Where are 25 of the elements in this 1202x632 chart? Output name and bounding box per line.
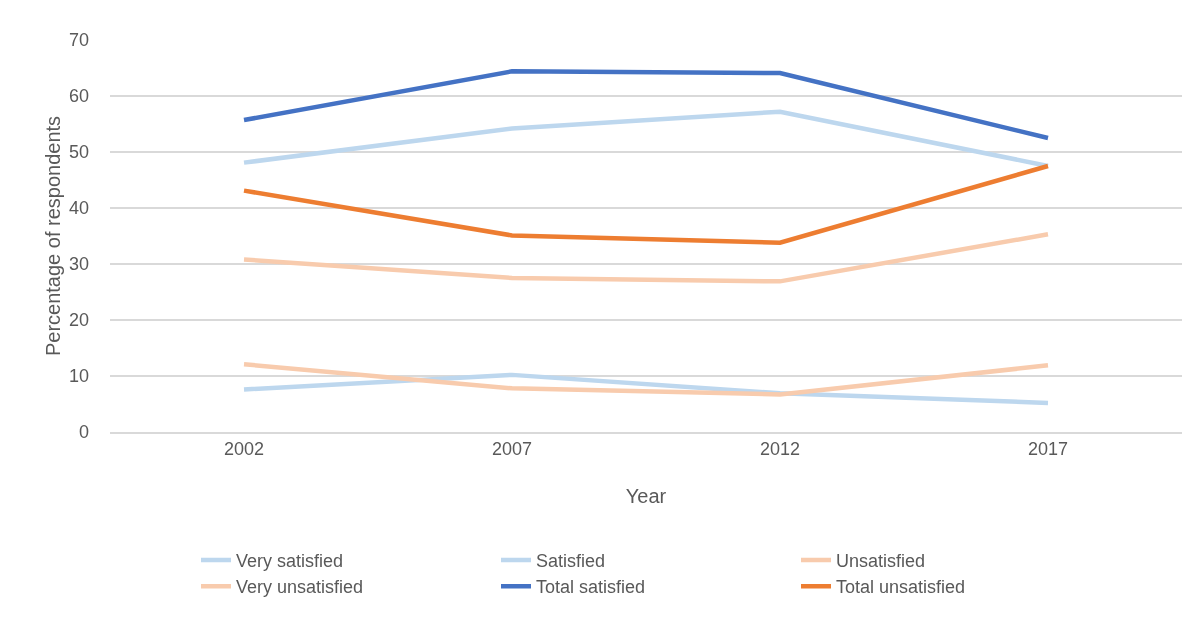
y-tick-label: 40 — [68, 198, 89, 219]
y-tick-label: 60 — [68, 86, 89, 107]
line-series — [241, 372, 1051, 406]
y-tick-label: 0 — [78, 422, 89, 443]
legend-label: Total unsatisfied — [836, 577, 966, 598]
legend-label: Very unsatisfied — [236, 577, 364, 598]
line-series — [241, 163, 1051, 245]
y-tick-label: 50 — [68, 142, 89, 163]
y-tick-label: 70 — [68, 30, 89, 51]
y-axis-title: Percentage of respondents — [42, 115, 64, 357]
line-series — [241, 69, 1051, 141]
legend-label: Very satisfied — [236, 550, 344, 571]
line-series — [241, 361, 1051, 397]
x-tick-label: 2007 — [491, 439, 533, 460]
legend-label: Unsatisfied — [836, 550, 926, 571]
legend-label: Total satisfied — [536, 577, 646, 598]
line-series — [241, 232, 1051, 284]
legend-label: Satisfied — [536, 550, 606, 571]
x-tick-label: 2017 — [1027, 439, 1069, 460]
x-axis-title: Year — [625, 484, 667, 507]
y-tick-label: 30 — [68, 254, 89, 275]
x-tick-label: 2002 — [223, 439, 265, 460]
x-tick-label: 2012 — [759, 439, 801, 460]
y-tick-label: 20 — [68, 310, 89, 331]
y-tick-label: 10 — [68, 366, 89, 387]
